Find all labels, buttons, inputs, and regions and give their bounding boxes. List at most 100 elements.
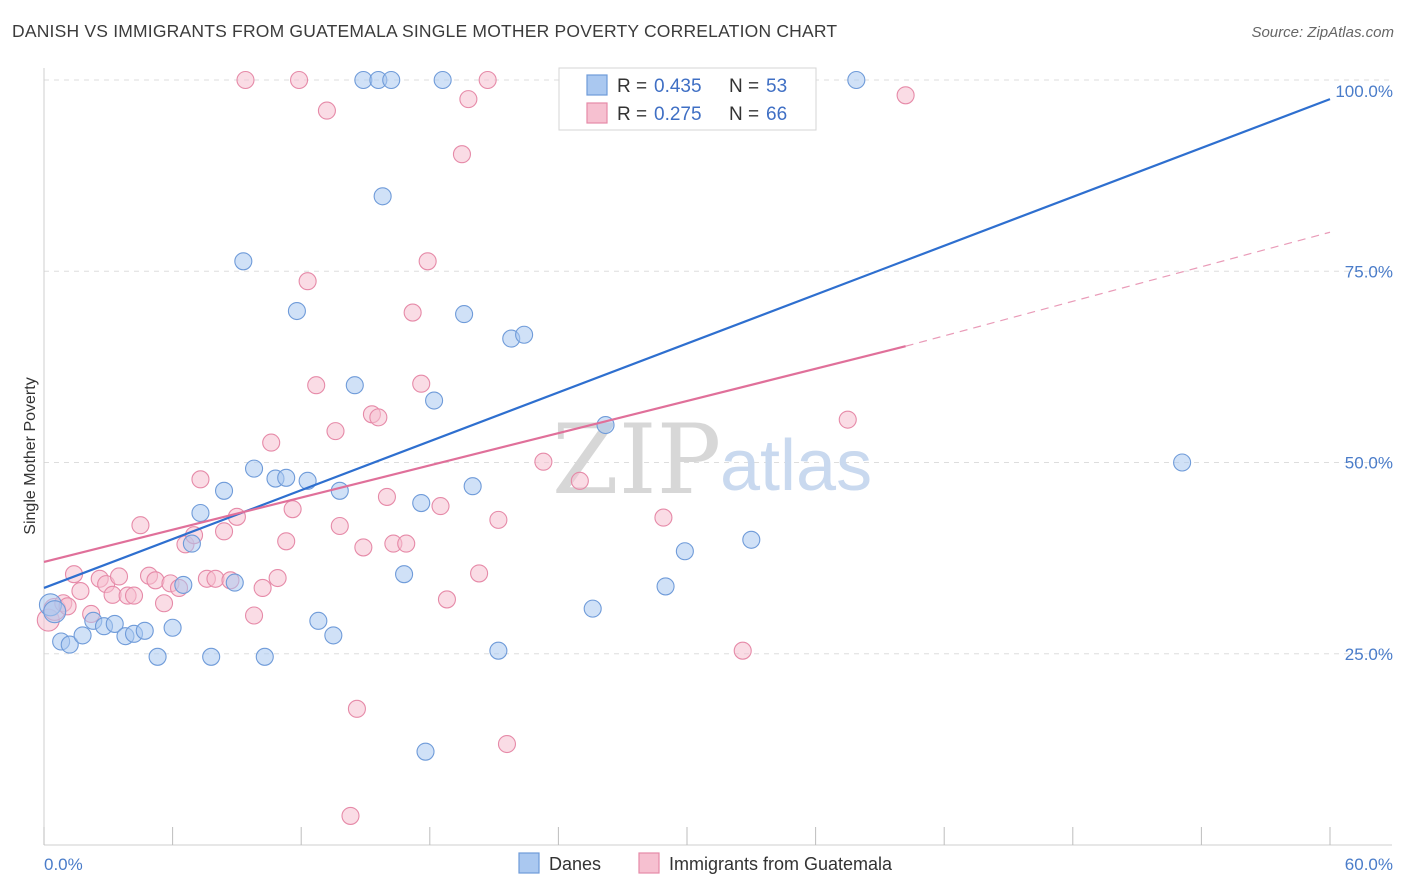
guatemala-point bbox=[191, 470, 210, 489]
guatemala-point bbox=[268, 568, 287, 588]
danes-point bbox=[395, 565, 414, 584]
legend-n-label-2: N = bbox=[729, 104, 759, 125]
danes-point bbox=[287, 301, 306, 321]
danes-point bbox=[463, 477, 482, 496]
guatemala-point bbox=[412, 374, 431, 393]
danes-point bbox=[174, 575, 193, 594]
guatemala-point bbox=[341, 806, 360, 825]
guatemala-point bbox=[253, 578, 272, 598]
axes bbox=[43, 68, 1392, 846]
guatemala-point bbox=[838, 410, 857, 429]
bottom-legend-swatch-guatemala bbox=[638, 852, 660, 874]
danes-point bbox=[416, 742, 435, 761]
legend-swatch-danes bbox=[586, 74, 608, 96]
danes-point bbox=[309, 611, 328, 630]
danes-point bbox=[412, 493, 431, 513]
x-tick-labels: 0.0% 60.0% bbox=[44, 855, 1393, 874]
danes-point bbox=[515, 325, 534, 344]
danes-point bbox=[1173, 453, 1192, 472]
danes-point bbox=[675, 542, 694, 561]
danes-point bbox=[455, 305, 474, 324]
guatemala-point bbox=[452, 145, 472, 164]
bottom-legend: Danes Immigrants from Guatemala bbox=[518, 852, 893, 874]
guatemala-trend-line bbox=[43, 345, 906, 564]
guatemala-point bbox=[262, 433, 281, 452]
danes-point bbox=[73, 626, 92, 645]
guatemala-point bbox=[131, 516, 150, 535]
guatemala-point bbox=[733, 641, 752, 660]
guatemala-point bbox=[431, 497, 450, 516]
guatemala-point bbox=[307, 376, 326, 395]
guatemala-point bbox=[534, 452, 553, 471]
y-axis-label: Single Mother Poverty bbox=[22, 377, 39, 534]
guatemala-point bbox=[109, 567, 129, 586]
y-tick-labels: 25.0% 50.0% 75.0% 100.0% bbox=[1335, 82, 1393, 664]
danes-point bbox=[105, 614, 124, 633]
guatemala-trend-extension bbox=[905, 231, 1331, 347]
danes-point bbox=[433, 70, 452, 90]
danes-point bbox=[742, 530, 761, 549]
guatemala-point bbox=[896, 86, 915, 105]
guatemala-point bbox=[124, 586, 144, 605]
danes-point bbox=[330, 481, 349, 500]
danes-point bbox=[345, 376, 364, 395]
legend-r-label-2: R = bbox=[617, 104, 647, 125]
watermark-zip: ZIP bbox=[552, 404, 721, 516]
guatemala-point bbox=[397, 534, 416, 553]
danes-point bbox=[234, 252, 253, 271]
guatemala-point bbox=[277, 532, 296, 551]
y-tick-label: 25.0% bbox=[1345, 645, 1393, 664]
guatemala-point bbox=[317, 101, 336, 120]
source-label: Source: ZipAtlas.com bbox=[1251, 24, 1394, 41]
guatemala-point bbox=[244, 606, 264, 625]
danes-point bbox=[656, 577, 675, 596]
danes-point bbox=[202, 647, 221, 666]
danes-point bbox=[425, 391, 444, 410]
chart-title: DANISH VS IMMIGRANTS FROM GUATEMALA SING… bbox=[12, 21, 838, 41]
legend-r-value-1: 0.435 bbox=[654, 76, 702, 97]
danes-point bbox=[277, 468, 296, 487]
bottom-legend-swatch-danes bbox=[518, 852, 540, 874]
danes-points bbox=[38, 70, 1192, 761]
legend-n-value-1: 53 bbox=[766, 76, 787, 97]
guatemala-point bbox=[497, 734, 517, 754]
trend-lines bbox=[43, 98, 1331, 589]
legend-n-label-1: N = bbox=[729, 76, 759, 97]
danes-point bbox=[244, 459, 264, 478]
guatemala-point bbox=[330, 516, 349, 536]
guatemala-point bbox=[459, 90, 478, 109]
danes-point bbox=[191, 503, 210, 523]
grid-lines bbox=[44, 79, 1392, 655]
guatemala-point bbox=[570, 471, 589, 490]
guatemala-point bbox=[489, 510, 508, 529]
legend-n-value-2: 66 bbox=[766, 104, 787, 125]
danes-point bbox=[373, 187, 392, 206]
guatemala-point bbox=[214, 522, 234, 541]
danes-point bbox=[255, 647, 274, 666]
danes-point bbox=[489, 641, 508, 660]
guatemala-point bbox=[377, 487, 396, 506]
guatemala-point bbox=[206, 569, 225, 588]
x-tick-label: 60.0% bbox=[1345, 855, 1393, 874]
danes-trend-line bbox=[43, 98, 1331, 589]
guatemala-point bbox=[403, 303, 422, 322]
guatemala-point bbox=[369, 408, 388, 427]
danes-point bbox=[847, 70, 866, 90]
guatemala-point bbox=[146, 571, 165, 590]
danes-point bbox=[60, 635, 79, 654]
guatemala-point bbox=[71, 581, 90, 601]
danes-point bbox=[583, 599, 602, 618]
legend-r-value-2: 0.275 bbox=[654, 104, 702, 125]
guatemala-point bbox=[437, 590, 456, 609]
bottom-legend-label-guatemala: Immigrants from Guatemala bbox=[669, 854, 893, 874]
guatemala-point bbox=[347, 699, 366, 718]
danes-point bbox=[182, 534, 201, 553]
guatemala-point bbox=[418, 252, 437, 271]
danes-point bbox=[354, 70, 373, 90]
guatemala-point bbox=[354, 538, 373, 557]
danes-point bbox=[225, 573, 244, 592]
guatemala-point bbox=[470, 564, 489, 583]
legend-swatch-guatemala bbox=[586, 102, 608, 124]
danes-point bbox=[135, 621, 154, 640]
